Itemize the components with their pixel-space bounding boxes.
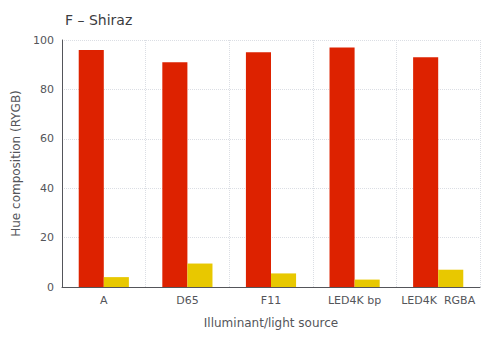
svg-text:40: 40 [40,182,54,195]
svg-text:Illuminant/light source: Illuminant/light source [204,316,338,330]
svg-text:A: A [100,294,108,307]
svg-text:0: 0 [47,281,54,294]
svg-text:F11: F11 [261,294,281,307]
svg-text:LED4K RGBA: LED4K RGBA [401,294,475,307]
svg-text:20: 20 [40,231,54,244]
svg-text:80: 80 [40,83,54,96]
svg-text:Hue composition (RYGB): Hue composition (RYGB) [9,90,23,237]
svg-text:F – Shiraz: F – Shiraz [65,12,132,28]
svg-text:100: 100 [33,34,54,47]
svg-text:LED4K bp: LED4K bp [328,294,381,307]
svg-text:60: 60 [40,132,54,145]
svg-text:D65: D65 [176,294,198,307]
